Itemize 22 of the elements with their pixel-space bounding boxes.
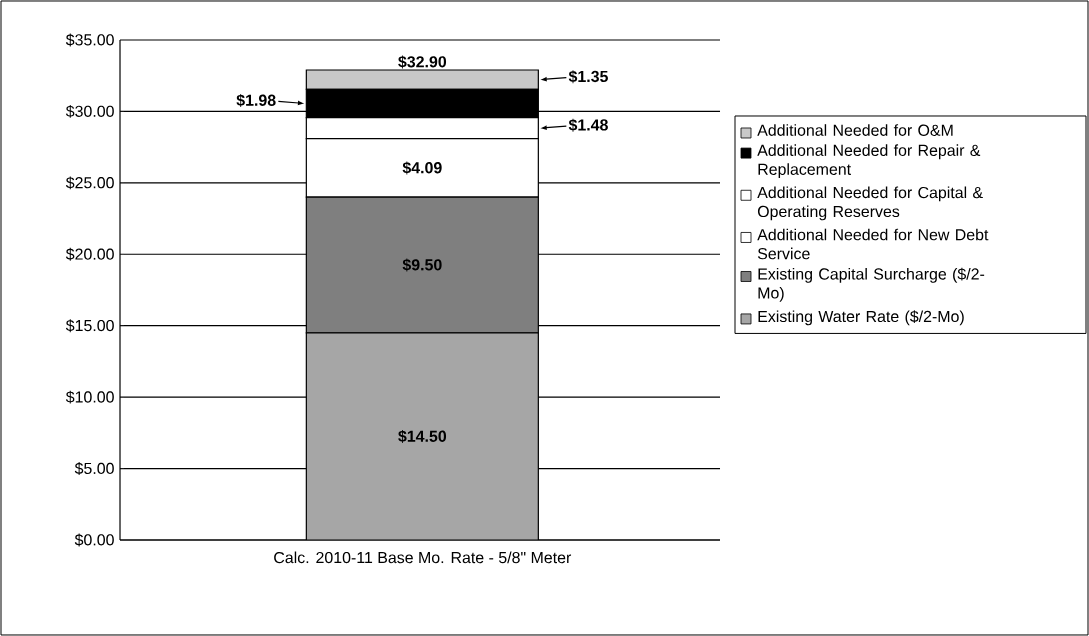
data-label: $14.50 bbox=[398, 429, 447, 443]
y-tick-label: $20.00 bbox=[65, 247, 114, 261]
total-label: $32.90 bbox=[398, 55, 447, 69]
y-tick-label: $10.00 bbox=[65, 390, 114, 404]
y-tick-label: $0.00 bbox=[74, 533, 114, 547]
legend-label: Additional Needed for Repair & Replacement bbox=[757, 144, 981, 179]
data-label: $1.35 bbox=[568, 70, 608, 84]
legend-label: Additional Needed for Capital & Operating Reserves bbox=[757, 186, 983, 221]
legend-label: Additional Needed for O&M bbox=[757, 124, 953, 136]
x-tick-label: Calc. 2010-11 Base Mo. Rate - 5/8" Meter bbox=[274, 551, 572, 564]
y-tick-label: $25.00 bbox=[65, 176, 114, 190]
data-label: $4.09 bbox=[402, 161, 442, 175]
y-tick-label: $30.00 bbox=[65, 104, 114, 118]
legend-label: Additional Needed for New Debt Service bbox=[757, 228, 989, 260]
legend-label: Existing Capital Surcharge ($/2-Mo) bbox=[758, 267, 985, 302]
y-tick-label: $5.00 bbox=[74, 462, 114, 476]
y-tick-label: $35.00 bbox=[65, 33, 114, 47]
data-label: $9.50 bbox=[402, 258, 442, 272]
legend-label: Existing Water Rate ($/2-Mo) bbox=[758, 310, 964, 326]
y-tick-label: $15.00 bbox=[65, 319, 114, 333]
data-label: $1.48 bbox=[568, 118, 608, 132]
data-label: $1.98 bbox=[236, 93, 276, 107]
